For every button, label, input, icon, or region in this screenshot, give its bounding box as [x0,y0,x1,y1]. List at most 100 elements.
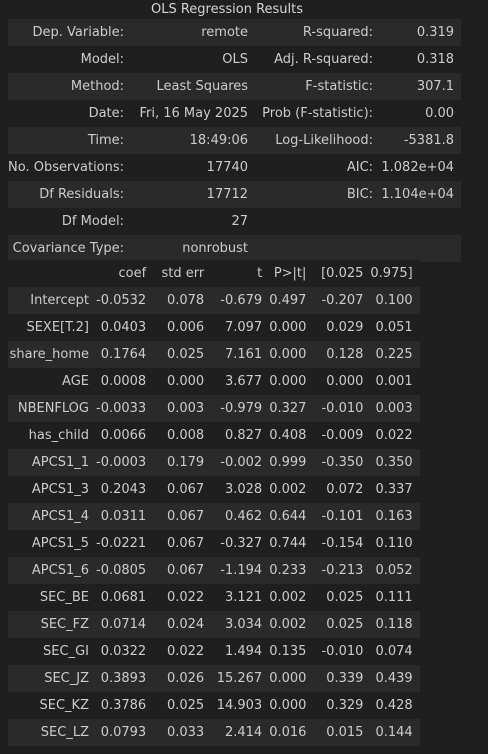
coef-value: 0.1764 [96,341,154,368]
coef-row: SEC_BE 0.0681 0.022 3.121 0.002 0.025 0.111 [8,584,420,611]
std-err-value: 0.000 [153,368,212,395]
p-value: 0.000 [269,341,314,368]
summary-value: remote [131,19,256,46]
summary-stat-label: F-statistic: [255,73,381,100]
coef-value: 0.0008 [96,368,154,395]
std-err-value: 0.179 [153,449,212,476]
t-value: 0.462 [211,503,270,530]
ci-upper-value: 0.051 [370,314,420,341]
variable-name: SEC_LZ [8,719,96,746]
coef-value: 0.0322 [96,638,154,665]
t-value: 3.034 [211,611,270,638]
p-value: 0.408 [269,422,314,449]
std-err-value: 0.067 [153,503,212,530]
summary-stat-value [380,235,462,262]
column-header: P>|t| [269,260,314,287]
std-err-value: 0.067 [153,476,212,503]
summary-stat-label: R-squared: [255,19,381,46]
ci-upper-value: 0.337 [370,476,420,503]
ci-lower-value: -0.101 [313,503,371,530]
column-header: 0.975] [370,260,420,287]
p-value: 0.135 [269,638,314,665]
p-value: 0.002 [269,584,314,611]
summary-stat-label: Adj. R-squared: [255,46,381,73]
summary-value: OLS [131,46,256,73]
p-value: 0.744 [269,530,314,557]
ci-lower-value: 0.015 [313,719,371,746]
variable-name: APCS1_4 [8,503,96,530]
variable-name: SEC_KZ [8,692,96,719]
ci-lower-value: -0.010 [313,395,371,422]
summary-stat-value: 1.082e+04 [380,154,462,181]
variable-name: SEC_JZ [8,665,96,692]
p-value: 0.002 [269,611,314,638]
std-err-value: 0.022 [153,584,212,611]
summary-stat-value [380,208,462,235]
ci-lower-value: -0.213 [313,557,371,584]
coef-row: SEC_KZ 0.3786 0.025 14.903 0.000 0.329 0.428 [8,692,420,719]
coef-value: 0.0066 [96,422,154,449]
std-err-value: 0.022 [153,638,212,665]
summary-stat-value: 0.318 [380,46,462,73]
variable-name: has_child [8,422,96,449]
t-value: 3.677 [211,368,270,395]
p-value: 0.999 [269,449,314,476]
ci-upper-value: 0.428 [370,692,420,719]
p-value: 0.000 [269,665,314,692]
summary-value: 17712 [131,181,256,208]
variable-name: APCS1_3 [8,476,96,503]
summary-row: Method: Least Squares F-statistic: 307.1 [8,73,462,100]
summary-stat-label [255,208,381,235]
ci-upper-value: 0.144 [370,719,420,746]
std-err-value: 0.033 [153,719,212,746]
variable-name: APCS1_6 [8,557,96,584]
summary-row: Df Model: 27 [8,208,462,235]
table-caption: OLS Regression Results [150,2,304,17]
summary-stat-value: -5381.8 [380,127,462,154]
coef-row: NBENFLOG -0.0033 0.003 -0.979 0.327 -0.010 0.0… [8,395,420,422]
coef-value: 0.0714 [96,611,154,638]
std-err-value: 0.078 [153,287,212,314]
coef-value: -0.0221 [96,530,154,557]
std-err-value: 0.025 [153,341,212,368]
t-value: 2.414 [211,719,270,746]
t-value: 15.267 [211,665,270,692]
variable-name: SEC_BE [8,584,96,611]
summary-row: Covariance Type: nonrobust [8,235,462,262]
coef-value: 0.0311 [96,503,154,530]
summary-stat-label: Log-Likelihood: [255,127,381,154]
coef-row: APCS1_1 -0.0003 0.179 -0.002 0.999 -0.350 0.35… [8,449,420,476]
t-value: 7.161 [211,341,270,368]
column-header: coef [96,260,154,287]
summary-value: 17740 [131,154,256,181]
coef-row: SEC_JZ 0.3893 0.026 15.267 0.000 0.339 0.439 [8,665,420,692]
ci-lower-value: -0.154 [313,530,371,557]
ci-lower-value: -0.350 [313,449,371,476]
variable-name: share_home [8,341,96,368]
t-value: -0.979 [211,395,270,422]
coef-value: 0.2043 [96,476,154,503]
ci-upper-value: 0.110 [370,530,420,557]
coef-value: -0.0532 [96,287,154,314]
ci-upper-value: 0.074 [370,638,420,665]
column-header: std err [153,260,212,287]
std-err-value: 0.008 [153,422,212,449]
ci-upper-value: 0.003 [370,395,420,422]
ci-lower-value: 0.025 [313,611,371,638]
variable-name: APCS1_1 [8,449,96,476]
coef-row: share_home 0.1764 0.025 7.161 0.000 0.128 0.22… [8,341,420,368]
variable-name: Intercept [8,287,96,314]
t-value: 3.121 [211,584,270,611]
t-value: 1.494 [211,638,270,665]
t-value: -0.002 [211,449,270,476]
coef-row: APCS1_6 -0.0805 0.067 -1.194 0.233 -0.213 0.05… [8,557,420,584]
column-header: t [211,260,270,287]
ci-upper-value: 0.350 [370,449,420,476]
coef-row: SEC_GI 0.0322 0.022 1.494 0.135 -0.010 0.074 [8,638,420,665]
coef-row: AGE 0.0008 0.000 3.677 0.000 0.000 0.001 [8,368,420,395]
ci-lower-value: -0.010 [313,638,371,665]
model-summary-table: Dep. Variable: remote R-squared: 0.319 Model… [8,19,462,262]
t-value: -0.679 [211,287,270,314]
summary-label: Covariance Type: [8,235,132,262]
coef-value: 0.0681 [96,584,154,611]
